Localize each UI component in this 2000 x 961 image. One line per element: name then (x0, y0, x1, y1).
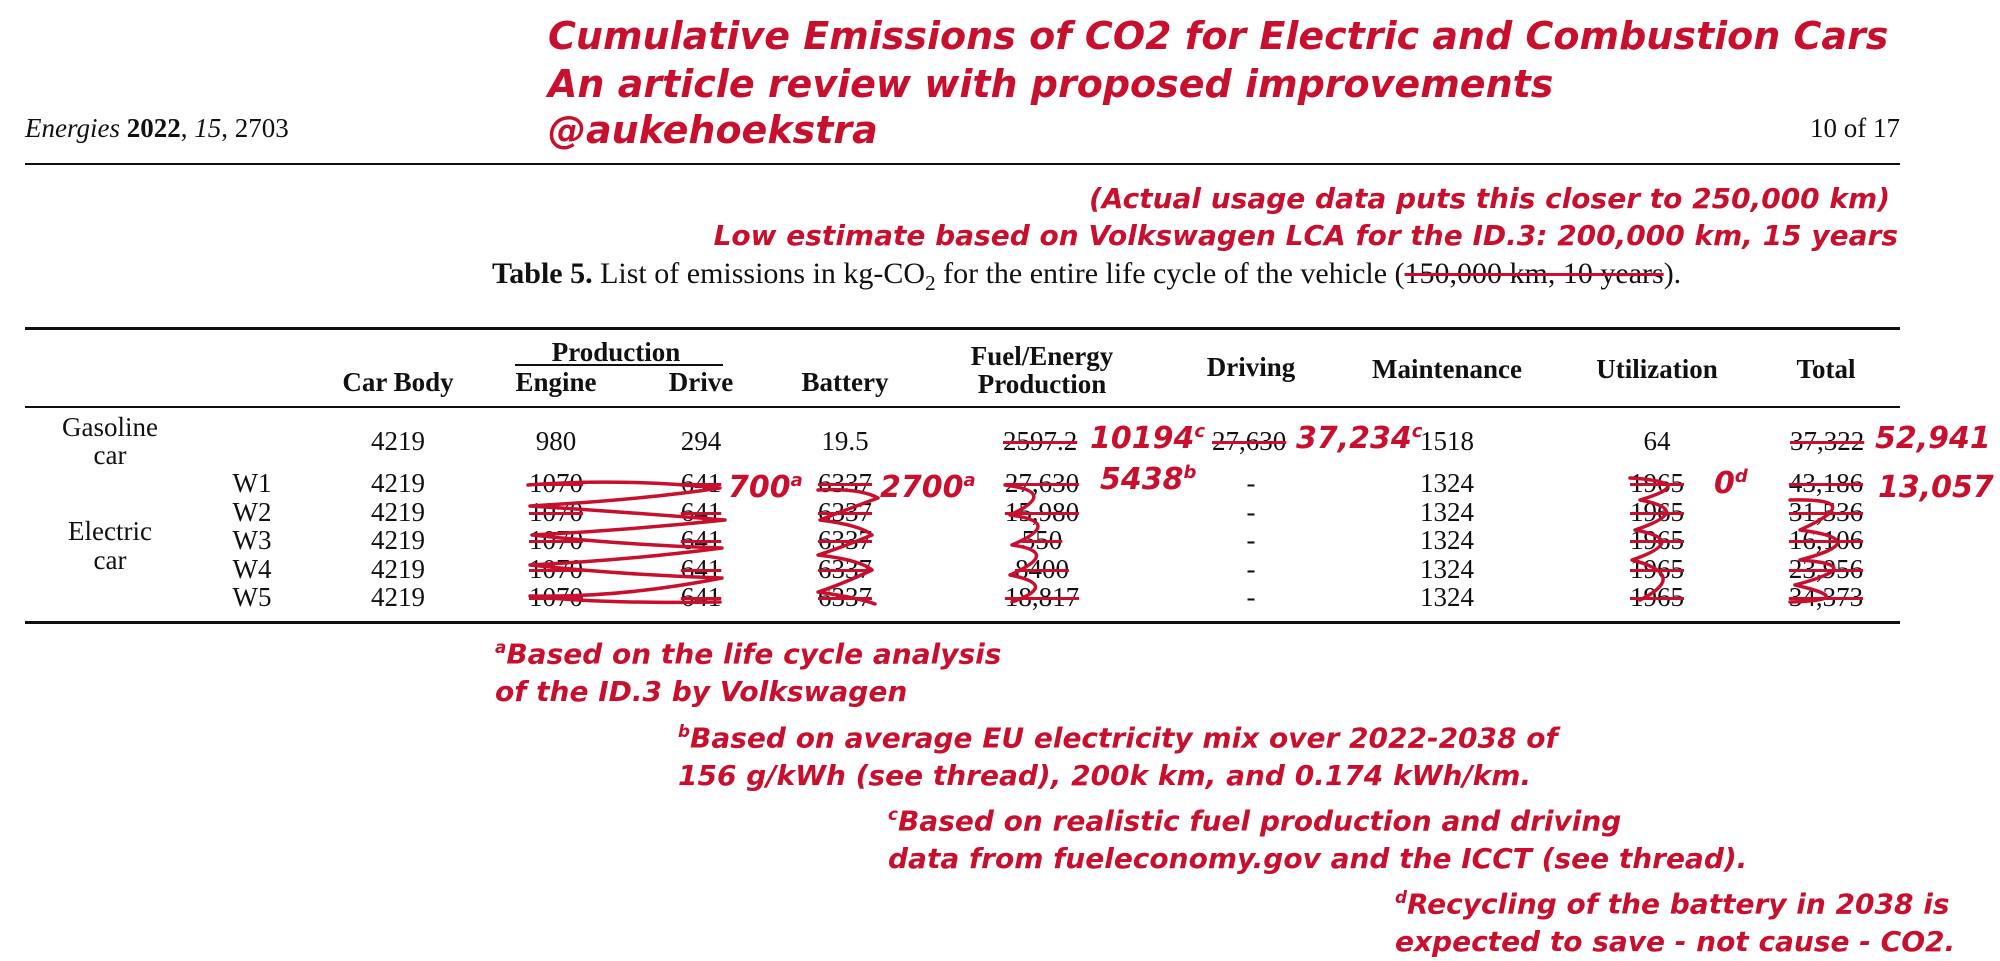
footnote-a: aBased on the life cycle analysis of the… (495, 637, 1002, 709)
table-bottom-rule (25, 621, 1900, 624)
table-caption-subscript: 2 (925, 271, 936, 295)
row-label-gasoline-line2: car (93, 440, 127, 470)
table-top-rule (25, 327, 1900, 330)
col-header-battery: Battery (801, 367, 889, 397)
ev-battery-correction: 2700a (880, 470, 976, 505)
col-header-production: Production (551, 337, 681, 367)
table-caption-struck-range: 150,000 km, 10 years (1404, 257, 1664, 290)
ev-engine-cell: 1070 (529, 496, 583, 527)
table-caption-closing: ). (1663, 257, 1682, 290)
col-header-total: Total (1796, 354, 1856, 384)
footnote-b: bBased on average EU electricity mix ove… (678, 721, 1558, 793)
ev-car-body-cell: 4219 (371, 553, 425, 584)
footnote-c: cBased on realistic fuel production and … (888, 804, 1748, 876)
ev-maintenance-cell: 1324 (1420, 468, 1474, 498)
ev-maintenance-cell: 1324 (1420, 496, 1474, 527)
journal-name: Energies (25, 113, 120, 143)
row-label-gasoline-line1: Gasoline (62, 412, 158, 442)
ev-car-body-cell: 4219 (371, 468, 425, 498)
gas-driving-correction: 37,234c (1296, 421, 1423, 456)
ev-name-cell: W2 (232, 496, 272, 527)
col-header-driving: Driving (1206, 352, 1296, 382)
header-rule (25, 163, 1900, 165)
ev-car-body-cell: 4219 (371, 525, 425, 555)
ev-car-body-cell: 4219 (371, 496, 425, 527)
ev-total-cell: 43,186 (1788, 468, 1864, 498)
ev-drive-cell: 641 (680, 582, 722, 612)
ev-driving-cell: - (1246, 553, 1256, 584)
col-header-engine: Engine (515, 367, 597, 397)
ev-name-cell: W5 (232, 582, 272, 612)
article-number: 2703 (234, 113, 289, 143)
gas-total-correction: 52,941 (1875, 421, 1991, 456)
ev-maintenance-cell: 1324 (1420, 553, 1474, 584)
ev-fuel-cell: 18,817 (1004, 582, 1080, 612)
col-header-fuel-line1: Fuel/Energy (970, 341, 1114, 371)
row-label-electric-line2: car (93, 545, 127, 575)
ev-name-cell: W4 (232, 553, 272, 584)
page-number: 10 of 17 (1810, 113, 1900, 143)
annotation-caption-line2: Low estimate based on Volkswagen LCA for… (713, 219, 1898, 252)
scribble-fuel (1003, 483, 1040, 604)
scribble-production (526, 480, 727, 605)
gas-drive: 294 (680, 426, 722, 456)
table-caption-label: Table 5. (492, 257, 593, 290)
ev-driving-cell: - (1246, 582, 1256, 612)
ev-fuel-correction: 5438b (1100, 462, 1197, 497)
scribble-battery (816, 487, 880, 606)
gas-utilization: 64 (1643, 426, 1671, 456)
ev-driving-cell: - (1246, 468, 1256, 498)
gas-maintenance: 1518 (1420, 426, 1474, 456)
table-header-rule (25, 406, 1900, 408)
ev-maintenance-cell: 1324 (1420, 582, 1474, 612)
ev-name-cell: W1 (232, 468, 272, 498)
row-label-electric-line1: Electric (68, 516, 152, 546)
col-header-car-body: Car Body (342, 367, 454, 397)
journal-year: 2022 (126, 113, 181, 143)
ev-maintenance-cell: 1324 (1420, 525, 1474, 555)
journal-volume: 15 (194, 113, 222, 143)
table-caption: Table 5. List of emissions in kg-CO2 for… (492, 257, 1681, 296)
gas-fuel-correction: 10194c (1090, 421, 1206, 456)
annotation-title-line2: An article review with proposed improvem… (548, 62, 1554, 106)
ev-fuel-cell: 27,630 (1004, 468, 1080, 498)
footnote-d: dRecycling of the battery in 2038 is exp… (1395, 887, 1956, 959)
ev-production-correction: 700a (728, 470, 803, 505)
ev-total-correction: 13,057 (1878, 470, 1994, 505)
running-header: Energies 2022, 15, 2703 (25, 113, 289, 143)
production-span-rule (515, 364, 723, 366)
ev-utilization-correction: 0d (1714, 466, 1748, 501)
gas-car-body: 4219 (371, 426, 425, 456)
annotation-caption-line1: (Actual usage data puts this closer to 2… (1089, 182, 1890, 215)
ev-driving-cell: - (1246, 525, 1256, 555)
annotation-title-line1: Cumulative Emissions of CO2 for Electric… (548, 14, 1889, 58)
scribble-utilization (1628, 476, 1670, 602)
col-header-maintenance: Maintenance (1372, 354, 1522, 384)
gas-fuel-original: 2597.2 (1003, 426, 1078, 456)
ev-name-cell: W3 (232, 525, 272, 555)
gas-total-original: 37,322 (1790, 426, 1865, 456)
col-header-utilization: Utilization (1596, 354, 1718, 384)
gas-engine: 980 (535, 426, 577, 456)
gas-battery: 19.5 (821, 426, 869, 456)
gas-driving-original: 27,630 (1212, 426, 1287, 456)
ev-car-body-cell: 4219 (371, 582, 425, 612)
ev-driving-cell: - (1246, 496, 1256, 527)
col-header-fuel-line2: Production (977, 369, 1107, 399)
table-caption-text-2: for the entire life cycle of the vehicle… (935, 257, 1405, 290)
table-caption-text: List of emissions in kg-CO (600, 257, 926, 290)
col-header-drive: Drive (668, 367, 734, 397)
annotation-author: @aukehoekstra (548, 108, 878, 152)
scribble-total (1788, 498, 1839, 604)
